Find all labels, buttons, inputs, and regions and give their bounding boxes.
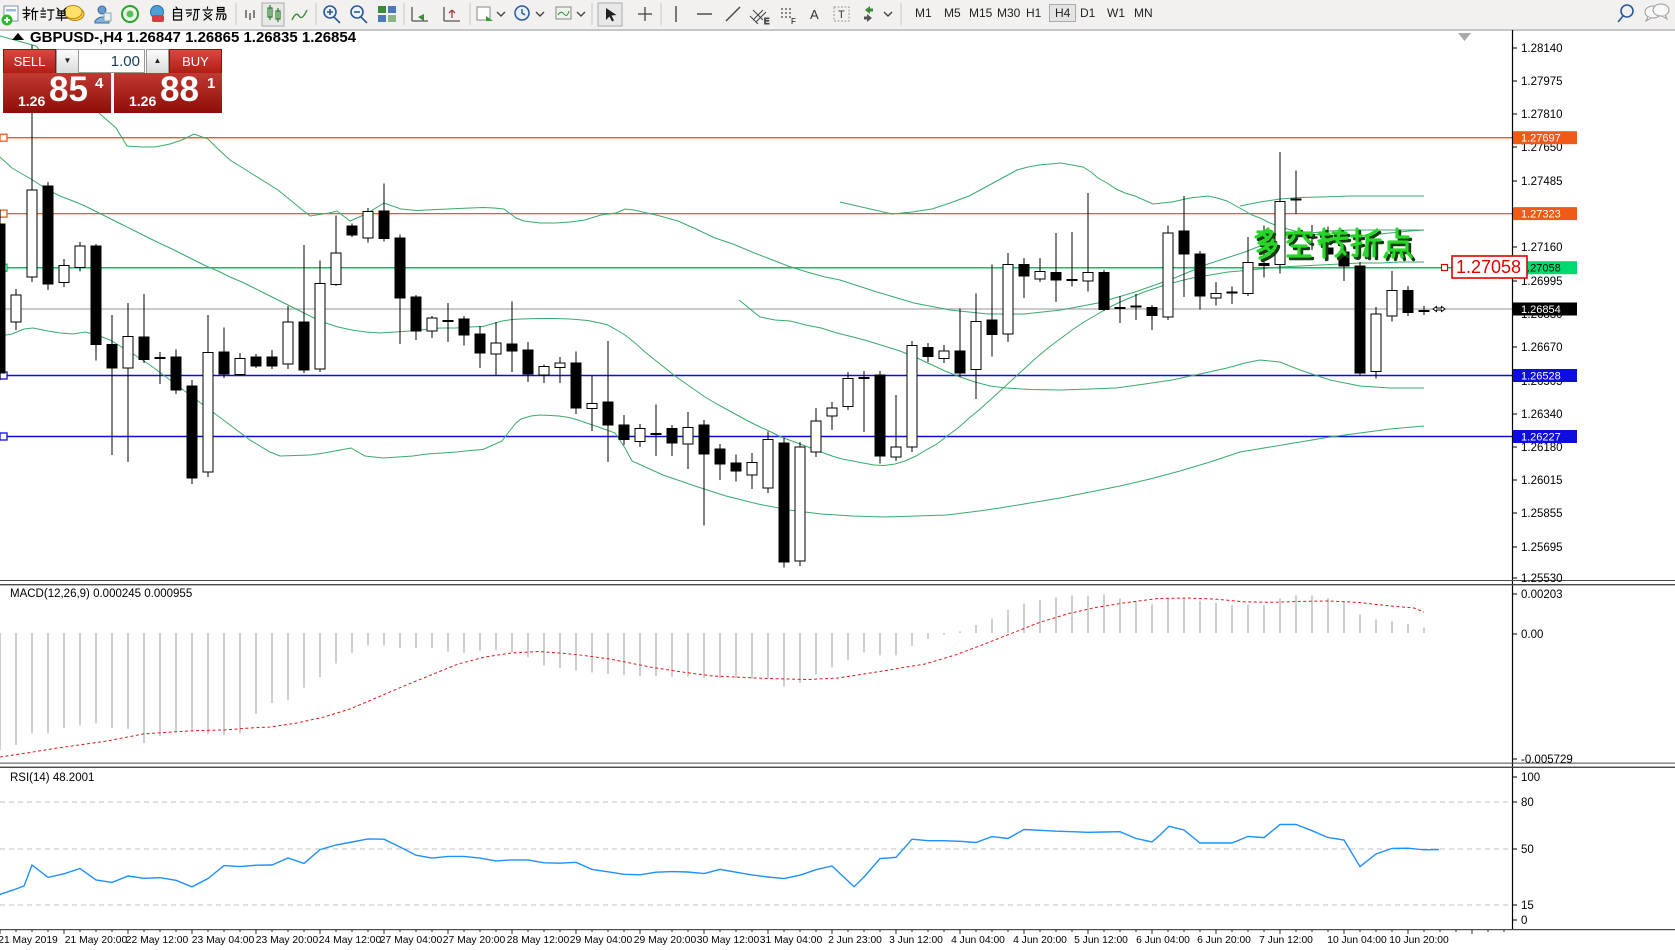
svg-text:1.26670: 1.26670 [1521, 342, 1563, 354]
svg-text:4 Jun 20:00: 4 Jun 20:00 [1013, 935, 1067, 946]
svg-text:1.26180: 1.26180 [1521, 442, 1563, 454]
svg-text:1.28140: 1.28140 [1521, 43, 1563, 55]
svg-text:1.27650: 1.27650 [1521, 142, 1563, 154]
svg-text:1.26995: 1.26995 [1521, 276, 1563, 288]
svg-text:2 Jun 23:00: 2 Jun 23:00 [828, 935, 882, 946]
svg-text:1.27810: 1.27810 [1521, 109, 1563, 121]
svg-text:15: 15 [1521, 900, 1534, 912]
svg-text:1.25855: 1.25855 [1521, 508, 1563, 520]
svg-text:23 May 20:00: 23 May 20:00 [256, 935, 319, 946]
svg-text:1.26854: 1.26854 [1521, 304, 1561, 316]
svg-text:E: E [764, 17, 769, 26]
svg-text:1.25530: 1.25530 [1521, 573, 1563, 585]
svg-text:-0.005729: -0.005729 [1521, 754, 1573, 766]
svg-text:1.27485: 1.27485 [1521, 176, 1563, 188]
svg-text:A: A [810, 7, 819, 22]
svg-text:27 May 04:00: 27 May 04:00 [380, 935, 443, 946]
svg-text:MACD(12,26,9) 0.000245 0.00095: MACD(12,26,9) 0.000245 0.000955 [10, 588, 192, 600]
svg-text:28 May 12:00: 28 May 12:00 [507, 935, 570, 946]
svg-text:80: 80 [1521, 797, 1534, 809]
svg-text:23 May 04:00: 23 May 04:00 [192, 935, 255, 946]
svg-text:0: 0 [1521, 915, 1527, 927]
svg-text:5 Jun 12:00: 5 Jun 12:00 [1074, 935, 1128, 946]
svg-text:3 Jun 12:00: 3 Jun 12:00 [889, 935, 943, 946]
svg-text:31 May 04:00: 31 May 04:00 [760, 935, 823, 946]
svg-text:6 Jun 04:00: 6 Jun 04:00 [1136, 935, 1190, 946]
svg-text:1.26528: 1.26528 [1521, 371, 1561, 383]
svg-text:1.27058: 1.27058 [1521, 263, 1561, 275]
svg-text:1.27975: 1.27975 [1521, 76, 1563, 88]
svg-text:0.00: 0.00 [1521, 629, 1543, 641]
svg-text:RSI(14) 48.2001: RSI(14) 48.2001 [10, 772, 94, 784]
svg-text:10 Jun 04:00: 10 Jun 04:00 [1327, 935, 1387, 946]
svg-text:100: 100 [1521, 772, 1540, 784]
svg-text:29 May 20:00: 29 May 20:00 [634, 935, 697, 946]
svg-text:6 Jun 20:00: 6 Jun 20:00 [1197, 935, 1251, 946]
svg-text:1.27697: 1.27697 [1521, 133, 1561, 145]
svg-text:0.00203: 0.00203 [1521, 589, 1563, 601]
svg-text:1.26015: 1.26015 [1521, 475, 1563, 487]
svg-text:1.27323: 1.27323 [1521, 209, 1561, 221]
svg-text:24 May 12:00: 24 May 12:00 [319, 935, 382, 946]
svg-text:1.26340: 1.26340 [1521, 409, 1563, 421]
svg-text:10 Jun 20:00: 10 Jun 20:00 [1389, 935, 1449, 946]
svg-text:1.27058: 1.27058 [1456, 257, 1521, 277]
svg-text:50: 50 [1521, 844, 1534, 856]
svg-text:1.25695: 1.25695 [1521, 542, 1563, 554]
svg-text:T: T [838, 9, 845, 21]
svg-text:F: F [791, 17, 796, 26]
svg-text:27 May 20:00: 27 May 20:00 [443, 935, 506, 946]
svg-text:1.26227: 1.26227 [1521, 432, 1561, 444]
svg-text:7 Jun 12:00: 7 Jun 12:00 [1259, 935, 1313, 946]
svg-text:4 Jun 04:00: 4 Jun 04:00 [951, 935, 1005, 946]
svg-text:29 May 04:00: 29 May 04:00 [570, 935, 633, 946]
svg-text:21 May 2019: 21 May 2019 [0, 935, 58, 946]
svg-text:22 May 12:00: 22 May 12:00 [126, 935, 189, 946]
svg-text:GBPUSD-,H4 1.26847 1.26865 1.: GBPUSD-,H4 1.26847 1.26865 1.26835 1.268… [30, 29, 357, 46]
svg-text:21 May 20:00: 21 May 20:00 [65, 935, 128, 946]
svg-text:30 May 12:00: 30 May 12:00 [697, 935, 760, 946]
svg-text:1.27160: 1.27160 [1521, 242, 1563, 254]
